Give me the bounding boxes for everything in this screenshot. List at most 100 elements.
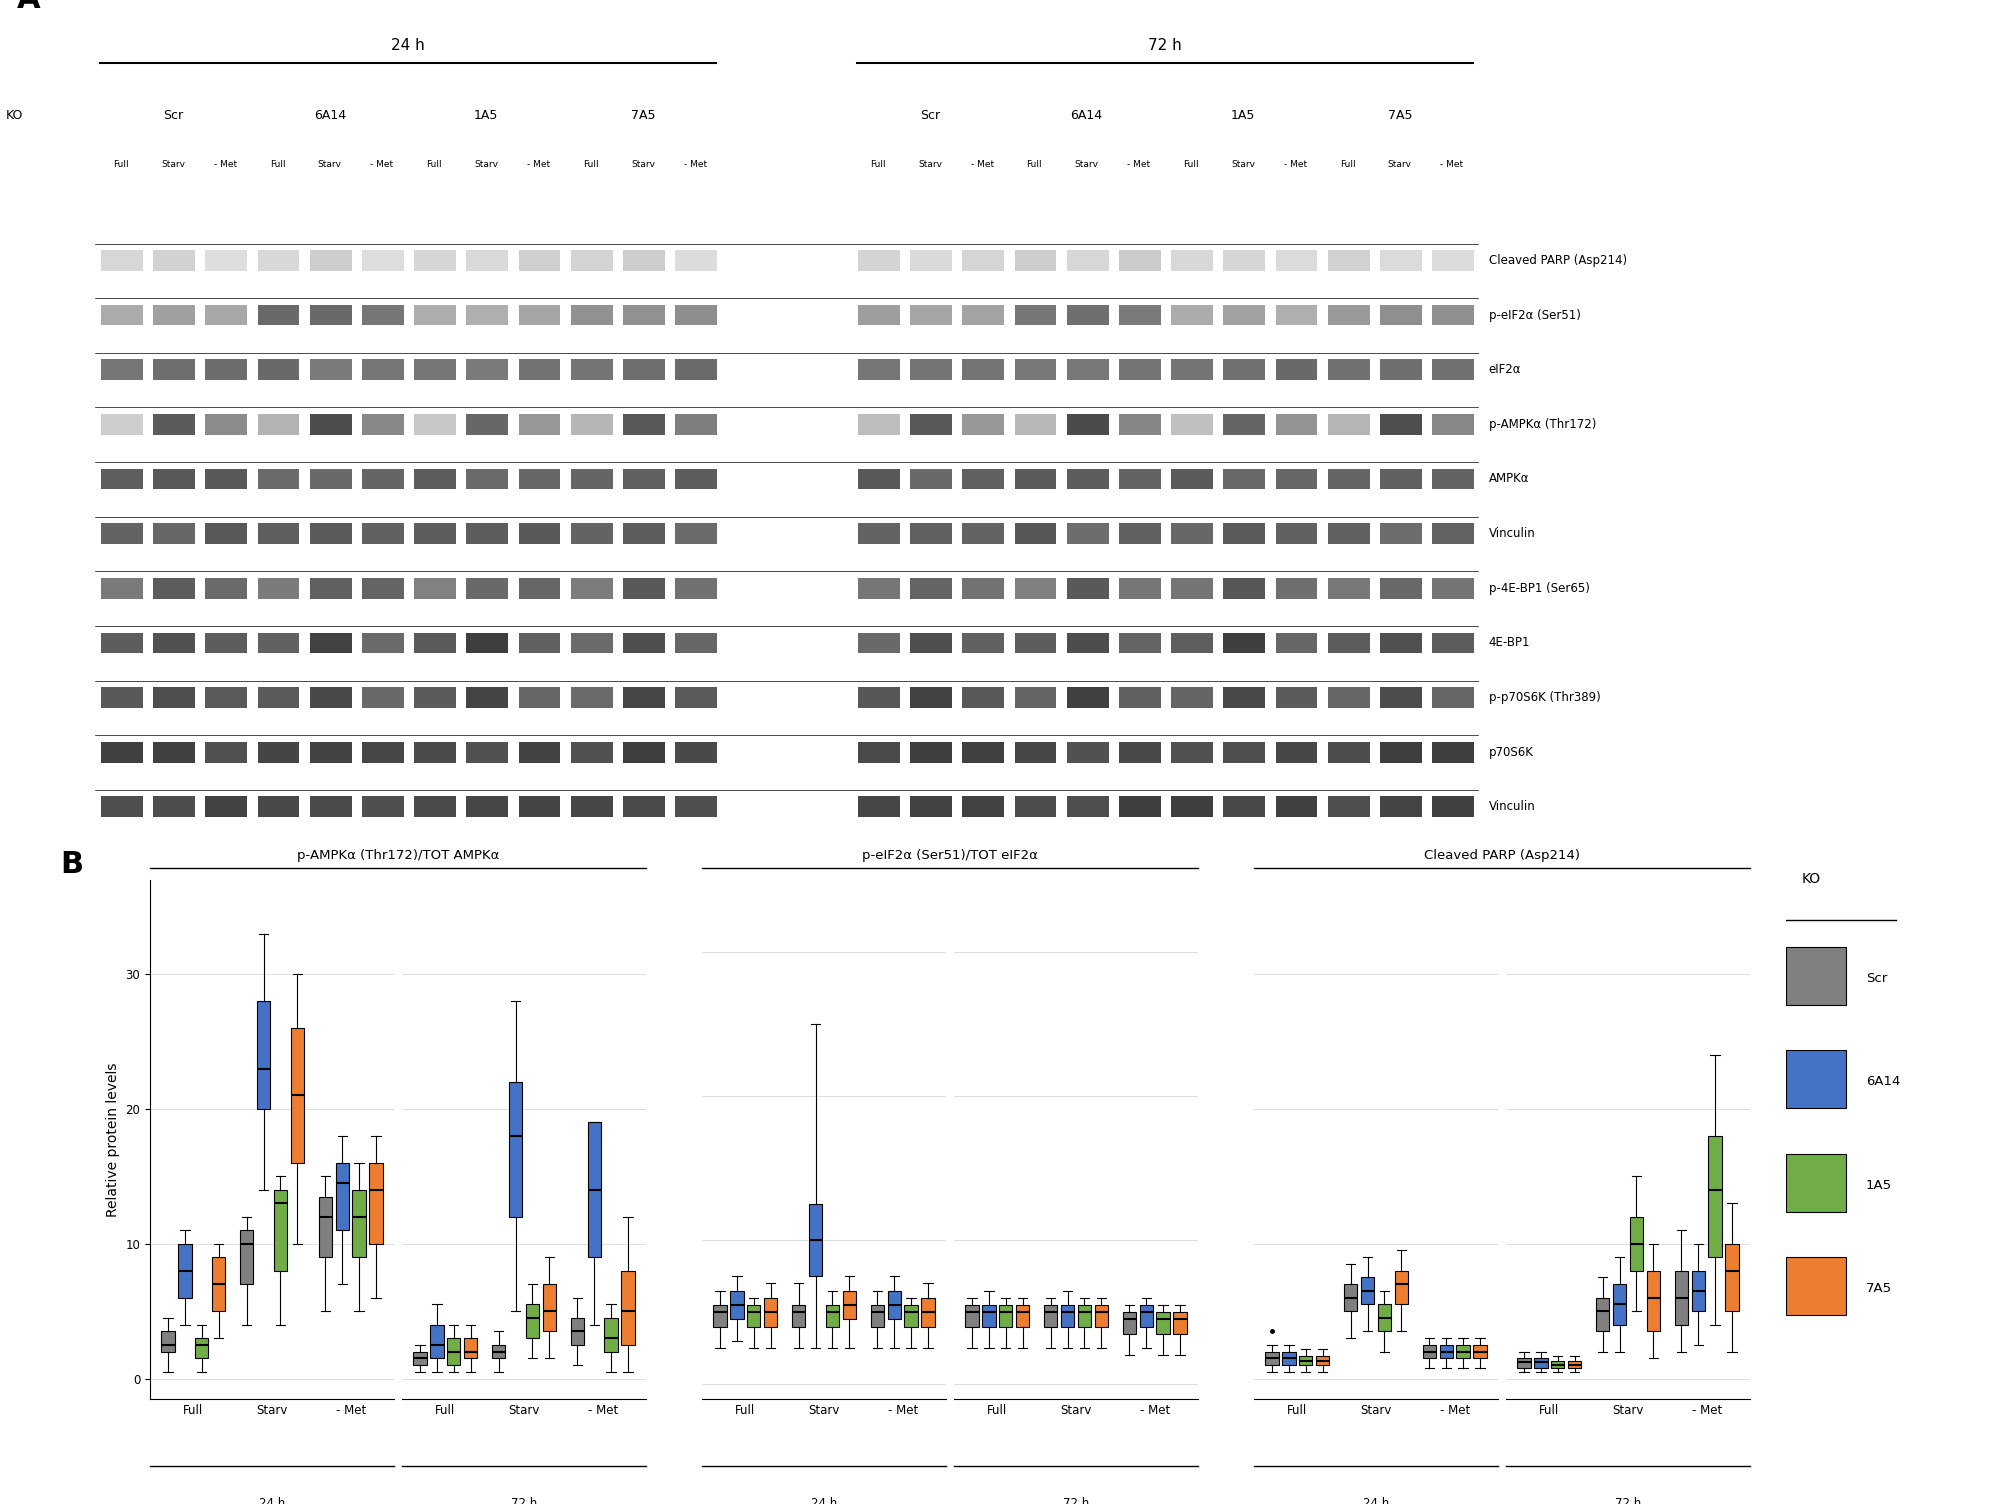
Bar bbox=[962, 797, 1004, 817]
Bar bbox=[258, 523, 300, 544]
Bar bbox=[1432, 414, 1474, 435]
Bar bbox=[414, 469, 456, 489]
Bar bbox=[676, 578, 718, 599]
Text: Scr: Scr bbox=[1866, 972, 1888, 985]
Bar bbox=[1014, 633, 1056, 653]
Text: 7A5: 7A5 bbox=[1388, 108, 1412, 122]
Bar bbox=[748, 1305, 760, 1327]
Bar bbox=[1276, 797, 1318, 817]
Bar bbox=[414, 741, 456, 763]
Text: Scr: Scr bbox=[164, 108, 184, 122]
Bar bbox=[318, 1197, 332, 1257]
Text: Full: Full bbox=[1340, 159, 1356, 168]
Text: Starv: Starv bbox=[318, 159, 342, 168]
Bar bbox=[622, 1271, 634, 1345]
Bar bbox=[414, 797, 456, 817]
Bar bbox=[1122, 1311, 1136, 1334]
Text: 7A5: 7A5 bbox=[1866, 1281, 1892, 1295]
Bar bbox=[1432, 687, 1474, 708]
Bar bbox=[1118, 578, 1160, 599]
Bar bbox=[858, 687, 900, 708]
Bar bbox=[1328, 250, 1370, 271]
Bar bbox=[624, 797, 664, 817]
Bar bbox=[310, 633, 352, 653]
Bar bbox=[1300, 1355, 1312, 1366]
Bar bbox=[102, 741, 142, 763]
Bar bbox=[1224, 633, 1266, 653]
Bar bbox=[858, 523, 900, 544]
Bar bbox=[842, 1290, 856, 1319]
Bar bbox=[1118, 797, 1160, 817]
Bar bbox=[1380, 741, 1422, 763]
Bar bbox=[196, 1339, 208, 1358]
Bar bbox=[858, 578, 900, 599]
Bar bbox=[258, 687, 300, 708]
Bar bbox=[1328, 633, 1370, 653]
Bar bbox=[518, 741, 560, 763]
Bar bbox=[826, 1305, 840, 1327]
Bar bbox=[102, 250, 142, 271]
Bar bbox=[466, 741, 508, 763]
Bar bbox=[1118, 741, 1160, 763]
Bar bbox=[570, 523, 612, 544]
Bar bbox=[414, 578, 456, 599]
Text: p-eIF2α (Ser51): p-eIF2α (Ser51) bbox=[1488, 308, 1580, 322]
Bar bbox=[414, 633, 456, 653]
Text: 6A14: 6A14 bbox=[1070, 108, 1102, 122]
Text: 1A5: 1A5 bbox=[1866, 1179, 1892, 1191]
Bar bbox=[178, 1244, 192, 1298]
Text: Starv: Starv bbox=[162, 159, 186, 168]
Text: 6A14: 6A14 bbox=[314, 108, 346, 122]
Bar bbox=[336, 1163, 348, 1230]
Text: Starv: Starv bbox=[918, 159, 942, 168]
Bar bbox=[518, 250, 560, 271]
Bar bbox=[1432, 523, 1474, 544]
Bar bbox=[570, 469, 612, 489]
Bar bbox=[518, 578, 560, 599]
Bar bbox=[206, 797, 248, 817]
Text: Starv: Starv bbox=[1388, 159, 1412, 168]
Bar bbox=[858, 797, 900, 817]
Text: B: B bbox=[60, 850, 84, 878]
Text: Full: Full bbox=[426, 159, 442, 168]
Bar bbox=[1118, 359, 1160, 381]
Bar bbox=[1224, 741, 1266, 763]
Bar bbox=[206, 578, 248, 599]
Text: Cleaved PARP (Asp214): Cleaved PARP (Asp214) bbox=[1424, 848, 1580, 862]
Bar bbox=[1432, 469, 1474, 489]
Bar bbox=[1078, 1305, 1092, 1327]
Bar bbox=[310, 469, 352, 489]
Bar bbox=[858, 359, 900, 381]
Bar bbox=[910, 578, 952, 599]
Bar bbox=[1224, 359, 1266, 381]
Bar bbox=[102, 578, 142, 599]
Bar bbox=[362, 797, 404, 817]
Bar bbox=[1172, 414, 1212, 435]
Bar bbox=[1172, 523, 1212, 544]
Bar bbox=[1066, 633, 1108, 653]
Bar bbox=[258, 741, 300, 763]
Bar bbox=[508, 1081, 522, 1217]
Bar bbox=[962, 523, 1004, 544]
Bar bbox=[1692, 1271, 1704, 1311]
Bar bbox=[910, 797, 952, 817]
Bar bbox=[290, 1029, 304, 1163]
Bar bbox=[1432, 797, 1474, 817]
Bar bbox=[1276, 687, 1318, 708]
Bar bbox=[910, 741, 952, 763]
Text: AMPKα: AMPKα bbox=[1488, 472, 1530, 486]
Bar bbox=[624, 359, 664, 381]
Bar bbox=[206, 741, 248, 763]
Bar bbox=[676, 359, 718, 381]
Text: Full: Full bbox=[1026, 159, 1042, 168]
Bar bbox=[240, 1230, 254, 1284]
Bar bbox=[102, 523, 142, 544]
Bar bbox=[1552, 1361, 1564, 1367]
Bar bbox=[570, 1318, 584, 1345]
Bar bbox=[542, 1284, 556, 1331]
Bar bbox=[102, 359, 142, 381]
Bar bbox=[1422, 1345, 1436, 1358]
Bar bbox=[1380, 250, 1422, 271]
Bar bbox=[464, 1339, 478, 1358]
Bar bbox=[1380, 797, 1422, 817]
